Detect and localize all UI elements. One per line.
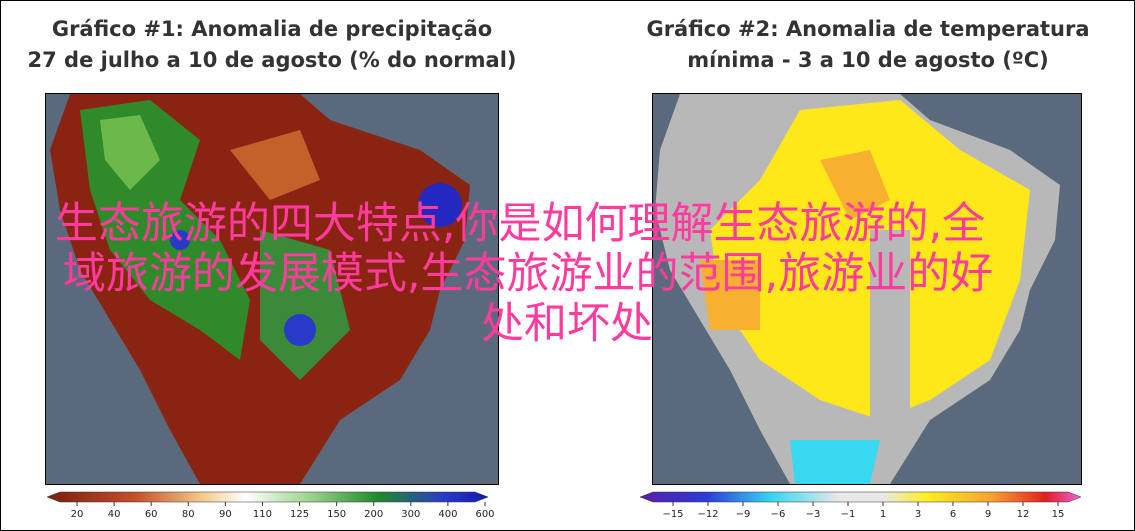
map-title: Gráfico #2: Anomalia de temperatura	[646, 17, 1089, 41]
colorbar-label: −12	[697, 509, 718, 520]
colorbar-label: −9	[736, 509, 751, 520]
colorbar-label: −1	[841, 509, 856, 520]
colorbar-label: −3	[806, 509, 821, 520]
colorbar-label: 400	[438, 509, 457, 520]
colorbar-label: 6	[950, 509, 956, 520]
overlay-text: 生态旅游的四大特点,你是如何理解生态旅游的,全	[55, 199, 985, 249]
overlay-text: 处和坏处	[481, 299, 653, 349]
map-precipitation	[46, 94, 498, 484]
colorbar-label: 9	[985, 509, 991, 520]
map-subtitle: mínima - 3 a 10 de agosto (ºC)	[687, 48, 1049, 72]
colorbar	[46, 491, 489, 503]
colorbar-label: 60	[145, 509, 158, 520]
colorbar-label: 300	[401, 509, 420, 520]
map-temperature	[653, 94, 1081, 484]
colorbar	[639, 491, 1082, 503]
colorbar-label: 110	[253, 509, 272, 520]
colorbar-label: 80	[182, 509, 195, 520]
map-border	[45, 93, 499, 485]
colorbar-label: 20	[71, 509, 84, 520]
colorbar-label: 15	[1052, 509, 1065, 520]
colorbar-label: 125	[290, 509, 309, 520]
colorbar-label: −15	[662, 509, 683, 520]
overlay-text: 域旅游的发展模式,生态旅游业的范围,旅游业的好	[63, 249, 993, 299]
colorbar-label: 1	[880, 509, 886, 520]
colorbar-label: 12	[1017, 509, 1030, 520]
colorbar-label: 150	[327, 509, 346, 520]
map-title: Gráfico #1: Anomalia de precipitação	[52, 17, 492, 41]
colorbar-label: 40	[108, 509, 121, 520]
map-subtitle: 27 de julho a 10 de agosto (% do normal)	[28, 48, 517, 72]
map-border	[652, 93, 1082, 485]
colorbar-label: 200	[364, 509, 383, 520]
colorbar-label: 3	[915, 509, 921, 520]
colorbar-label: −6	[771, 509, 786, 520]
colorbar-label: 600	[475, 509, 494, 520]
colorbar-label: 90	[219, 509, 232, 520]
